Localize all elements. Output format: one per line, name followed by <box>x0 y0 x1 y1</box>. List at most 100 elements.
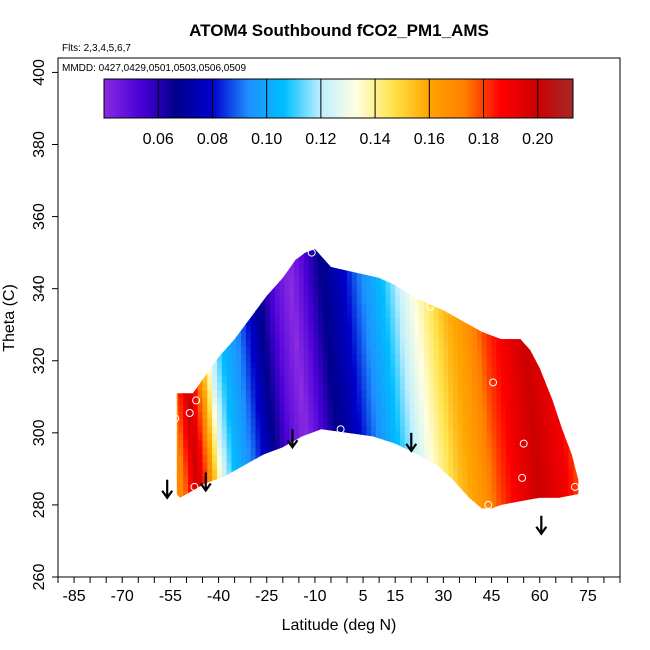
field-cell <box>530 353 536 362</box>
field-cell <box>395 411 401 419</box>
field-cell <box>284 346 290 355</box>
field-cell <box>289 346 295 355</box>
field-cell <box>573 339 579 347</box>
field-cell <box>481 288 488 297</box>
field-cell <box>501 331 507 340</box>
field-cell <box>231 324 237 333</box>
field-cell <box>183 454 189 463</box>
field-cell <box>477 404 483 412</box>
field-cell <box>236 324 242 333</box>
field-cell <box>313 468 319 477</box>
field-cell <box>322 310 329 319</box>
field-cell <box>322 317 329 326</box>
field-cell <box>178 346 184 355</box>
field-cell <box>385 447 391 456</box>
field-cell <box>428 267 435 275</box>
field-cell <box>578 476 579 484</box>
field-cell <box>544 476 550 484</box>
field-cell <box>332 252 338 261</box>
field-cell <box>453 504 459 509</box>
field-cell <box>467 411 473 419</box>
field-cell <box>197 353 204 362</box>
field-cell <box>414 468 420 477</box>
field-cell <box>274 295 281 304</box>
field-cell <box>448 404 454 412</box>
field-cell <box>188 324 194 333</box>
field-cell <box>419 504 425 509</box>
field-cell <box>313 418 319 427</box>
field-cell <box>563 324 570 333</box>
field-cell <box>510 259 517 268</box>
field-cell <box>337 249 343 254</box>
field-cell <box>212 274 218 283</box>
field-cell <box>390 418 396 427</box>
field-cell <box>568 396 574 405</box>
field-cell <box>197 375 204 383</box>
field-cell <box>176 483 179 492</box>
field-cell <box>380 461 387 470</box>
field-cell <box>342 382 348 391</box>
field-cell <box>332 447 338 456</box>
field-cell <box>501 468 507 477</box>
field-cell <box>414 310 420 319</box>
field-cell <box>578 504 579 509</box>
field-cell <box>366 382 372 391</box>
field-cell <box>395 425 401 434</box>
field-cell <box>313 461 319 470</box>
field-cell <box>400 476 406 484</box>
field-cell <box>270 267 276 275</box>
field-cell <box>559 497 565 506</box>
field-cell <box>453 259 459 268</box>
field-cell <box>395 295 401 304</box>
field-cell <box>491 404 497 412</box>
field-cell <box>250 440 257 448</box>
field-cell <box>534 281 541 290</box>
field-cell <box>347 274 353 283</box>
field-cell <box>477 396 483 405</box>
field-cell <box>260 483 266 492</box>
field-cell <box>361 454 367 463</box>
field-cell <box>559 447 565 456</box>
field-cell <box>303 274 310 283</box>
field-cell <box>202 368 208 376</box>
field-cell <box>414 288 420 297</box>
field-cell <box>255 404 261 412</box>
field-cell <box>438 274 444 283</box>
field-cell <box>404 504 411 509</box>
field-cell <box>327 259 334 268</box>
field-cell <box>380 339 387 347</box>
field-cell <box>573 461 579 470</box>
field-cell <box>202 440 208 448</box>
field-cell <box>467 252 473 261</box>
field-cell <box>400 317 406 326</box>
field-cell <box>231 504 237 509</box>
field-cell <box>554 404 560 412</box>
field-cell <box>176 504 179 509</box>
field-cell <box>270 404 276 412</box>
field-cell <box>457 375 464 383</box>
field-cell <box>462 331 468 340</box>
field-cell <box>375 339 382 347</box>
field-cell <box>578 461 579 470</box>
field-cell <box>467 382 473 391</box>
field-cell <box>342 303 348 311</box>
field-cell <box>424 346 430 355</box>
field-cell <box>409 476 416 484</box>
field-cell <box>342 404 348 412</box>
field-cell <box>183 249 189 254</box>
field-cell <box>530 476 536 484</box>
field-cell <box>462 375 468 383</box>
field-cell <box>255 267 261 275</box>
field-cell <box>380 324 387 333</box>
flight-marker <box>185 409 194 417</box>
field-cell <box>472 339 478 347</box>
field-cell <box>202 375 208 383</box>
field-cell <box>245 360 252 369</box>
field-cell <box>221 346 228 355</box>
field-cell <box>178 339 184 347</box>
field-cell <box>274 249 281 254</box>
field-cell <box>515 497 521 506</box>
field-cell <box>202 425 208 434</box>
field-cell <box>347 476 353 484</box>
field-cell <box>313 252 319 261</box>
